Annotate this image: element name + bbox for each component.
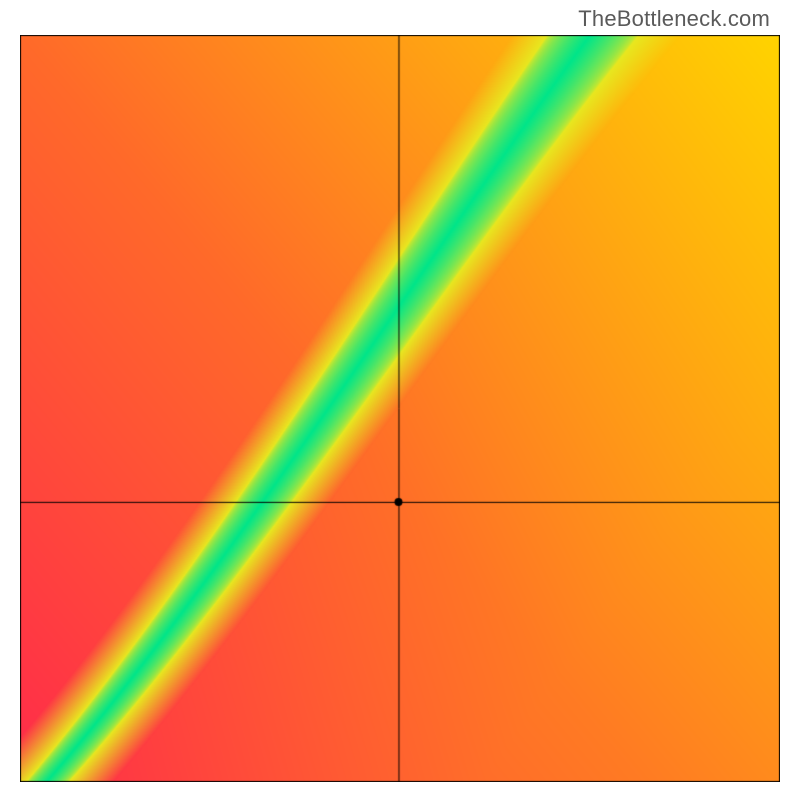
heatmap-canvas	[20, 35, 780, 782]
bottleneck-heatmap	[20, 35, 780, 782]
page-container: TheBottleneck.com	[0, 0, 800, 800]
watermark-text: TheBottleneck.com	[578, 6, 770, 32]
